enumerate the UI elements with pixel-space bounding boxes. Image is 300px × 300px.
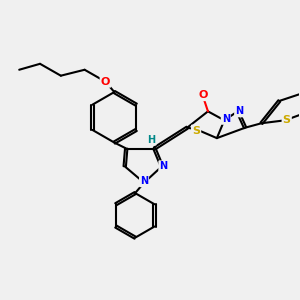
Text: N: N: [222, 114, 230, 124]
Text: N: N: [159, 161, 167, 171]
Text: S: S: [192, 126, 200, 136]
Text: O: O: [101, 76, 110, 87]
Text: S: S: [283, 115, 291, 125]
Text: N: N: [140, 176, 148, 186]
Text: H: H: [147, 135, 155, 145]
Text: O: O: [199, 90, 208, 100]
Text: N: N: [235, 106, 243, 116]
